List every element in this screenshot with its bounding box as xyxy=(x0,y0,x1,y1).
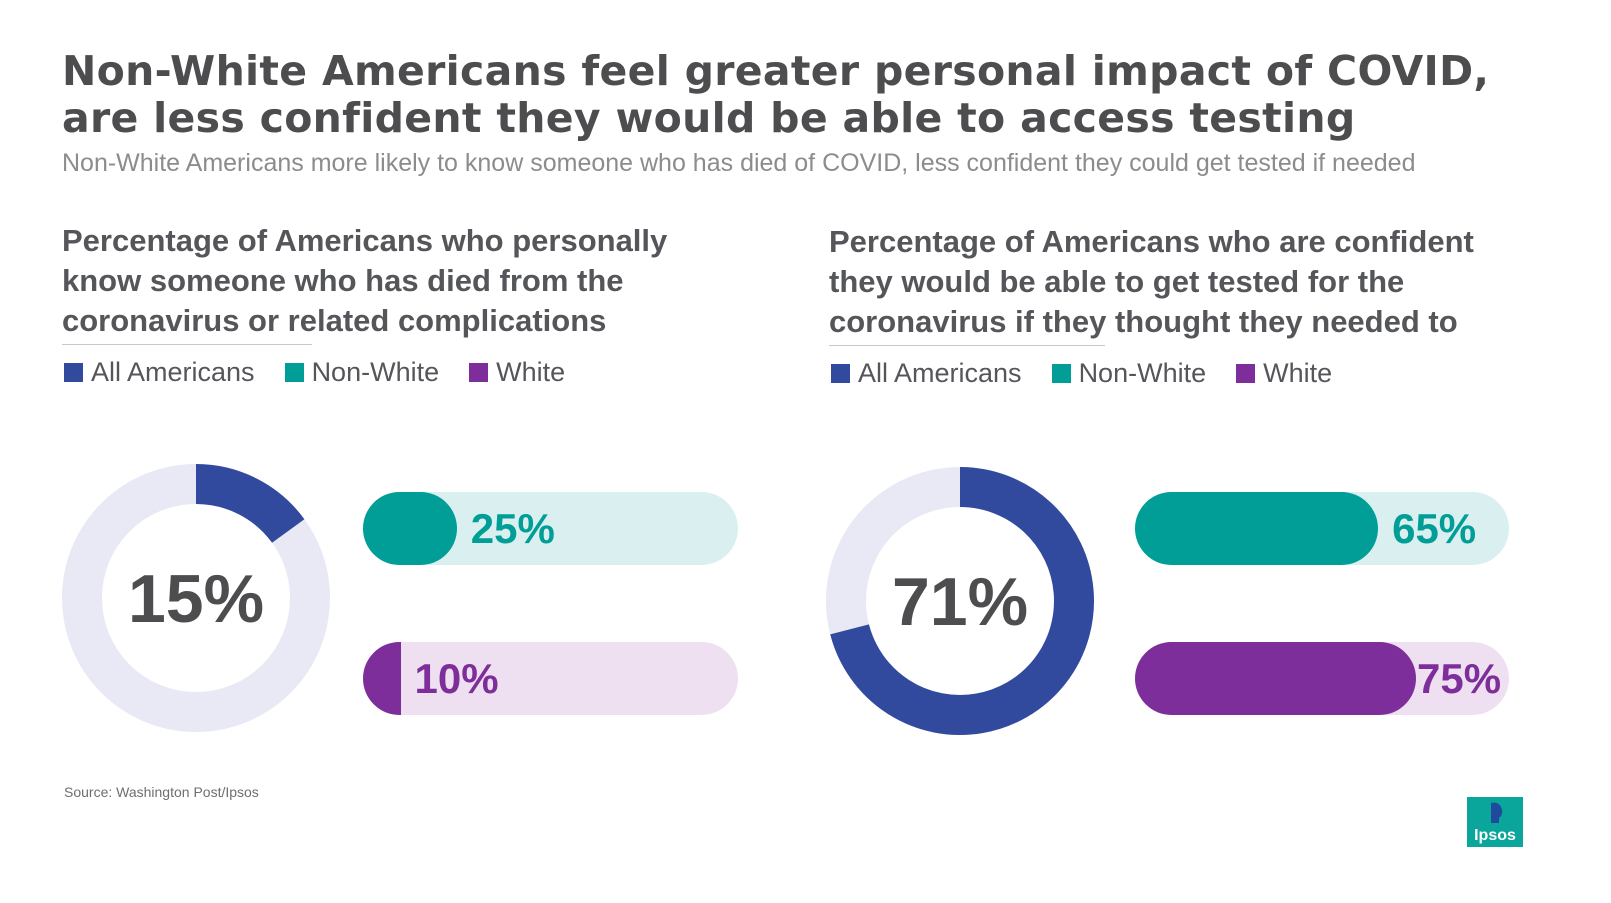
bar-track-white: 75% xyxy=(1135,642,1509,715)
chart-2-title-line: they would be able to get tested for the xyxy=(829,264,1405,299)
page-subtitle: Non-White Americans more likely to know … xyxy=(62,149,1416,177)
donut-value-label: 71% xyxy=(892,564,1028,640)
chart-1-divider xyxy=(62,344,312,345)
bar-value-non-white: 65% xyxy=(1392,505,1477,552)
chart-1-legend: All Americans Non-White White xyxy=(64,357,595,388)
chart-1-title-line: coronavirus or related complications xyxy=(62,303,607,338)
legend-swatch-white xyxy=(1236,364,1256,383)
bar-fill-non-white xyxy=(363,492,457,565)
bar-fill-white xyxy=(363,642,401,715)
donut-value-label: 15% xyxy=(128,561,264,637)
legend-item-white: White xyxy=(1236,358,1332,389)
legend-item-all-americans: All Americans xyxy=(64,357,255,388)
bar-fill-non-white xyxy=(1135,492,1379,565)
legend-item-white: White xyxy=(469,357,565,388)
legend-item-non-white: Non-White xyxy=(284,357,440,388)
legend-swatch-all-americans xyxy=(64,363,83,382)
bar-track-white: 10% xyxy=(363,642,738,715)
legend-item-non-white: Non-White xyxy=(1051,358,1207,389)
legend-label: Non-White xyxy=(1078,358,1207,388)
chart-2-title-line: coronavirus if they thought they needed … xyxy=(829,304,1458,339)
legend-swatch-non-white xyxy=(1051,364,1071,383)
bar-fill-white xyxy=(1135,642,1416,715)
chart-2-donut: 71% xyxy=(826,467,1094,735)
donut-slice-all-americans xyxy=(195,464,305,544)
logo-text: Ipsos xyxy=(1474,827,1516,844)
bar-track-non-white: 25% xyxy=(363,492,738,565)
bar-track-non-white: 65% xyxy=(1135,492,1509,565)
legend-label: White xyxy=(1263,358,1333,388)
logo-head-icon xyxy=(1491,802,1503,823)
legend-swatch-white xyxy=(469,363,489,382)
bar-value-white: 75% xyxy=(1417,655,1502,702)
chart-1-donut: 15% xyxy=(62,464,330,732)
legend-item-all-americans: All Americans xyxy=(831,358,1022,389)
bar-value-non-white: 25% xyxy=(470,505,555,552)
chart-2-title-line: Percentage of Americans who are confiden… xyxy=(829,224,1474,259)
legend-label: All Americans xyxy=(858,358,1022,388)
source-note: Source: Washington Post/Ipsos xyxy=(64,784,259,800)
legend-label: White xyxy=(496,357,566,387)
legend-swatch-non-white xyxy=(284,363,304,382)
chart-2-divider xyxy=(829,345,1105,346)
chart-2-title: Percentage of Americans who are confiden… xyxy=(829,222,1589,342)
chart-2-legend: All Americans Non-White White xyxy=(831,358,1362,389)
legend-label: All Americans xyxy=(91,357,255,387)
bar-value-white: 10% xyxy=(414,655,499,702)
ipsos-logo: Ipsos xyxy=(1467,797,1523,847)
legend-label: Non-White xyxy=(311,357,440,387)
chart-1-title-line: Percentage of Americans who personally xyxy=(62,223,668,258)
donut-slice-all-americans xyxy=(830,467,1094,735)
chart-1-title-line: know someone who has died from the xyxy=(62,263,624,298)
chart-1-title: Percentage of Americans who personally k… xyxy=(62,221,762,341)
page-title: Non-White Americans feel greater persona… xyxy=(62,48,1562,142)
legend-swatch-all-americans xyxy=(831,364,850,383)
title-line-2: are less confident they would be able to… xyxy=(62,94,1356,142)
title-line-1: Non-White Americans feel greater persona… xyxy=(62,47,1490,95)
